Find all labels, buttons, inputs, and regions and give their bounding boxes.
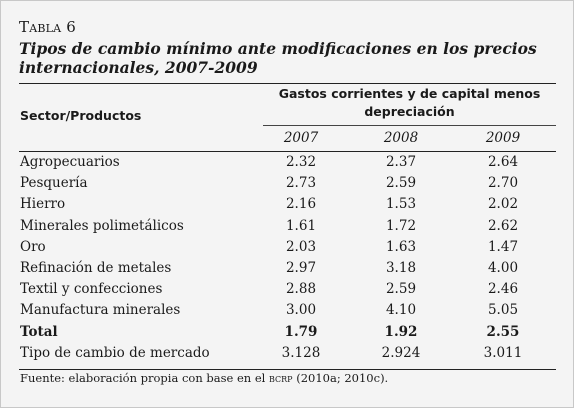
cell-2008: 3.18 bbox=[385, 259, 417, 276]
table-row: Oro 2.03 1.63 1.47 bbox=[1, 237, 574, 258]
cell-2008: 2.59 bbox=[385, 175, 417, 192]
cell-2009: 2.70 bbox=[487, 175, 519, 192]
table-row: Tipo de cambio de mercado 3.128 2.924 3.… bbox=[1, 343, 574, 364]
top-rule bbox=[19, 83, 556, 84]
cell-2009: 5.05 bbox=[487, 302, 519, 319]
source-note: Fuente: elaboración propia con base en e… bbox=[20, 371, 388, 385]
row-label: Textil y confecciones bbox=[20, 281, 163, 298]
row-label: Hierro bbox=[20, 196, 66, 213]
row-label: Agropecuarios bbox=[20, 154, 120, 170]
cell-2007: 3.128 bbox=[281, 344, 321, 361]
cell-2009: 3.011 bbox=[483, 344, 523, 361]
table-row: Manufactura minerales 3.00 4.10 5.05 bbox=[1, 300, 574, 321]
header-bottom-rule bbox=[19, 151, 556, 152]
source-prefix: Fuente: elaboración propia con base en e… bbox=[20, 371, 266, 385]
year-header-2008: 2008 bbox=[383, 130, 419, 146]
table-row: Agropecuarios 2.32 2.37 2.64 bbox=[1, 152, 574, 173]
cell-2008: 2.924 bbox=[381, 344, 421, 361]
table-body: Agropecuarios 2.32 2.37 2.64 Pesquería 2… bbox=[1, 152, 574, 364]
row-label: Total bbox=[20, 323, 58, 340]
cell-2008: 2.59 bbox=[385, 281, 417, 298]
row-label: Refinación de metales bbox=[20, 259, 172, 276]
cell-2008: 4.10 bbox=[385, 302, 417, 319]
source-org: bcrp bbox=[269, 371, 293, 385]
cell-2009: 4.00 bbox=[487, 259, 519, 276]
cell-2007: 2.88 bbox=[285, 281, 317, 298]
table-row: Pesquería 2.73 2.59 2.70 bbox=[1, 173, 574, 194]
cell-2009: 1.47 bbox=[487, 238, 519, 255]
cell-2009: 2.64 bbox=[487, 154, 519, 170]
total-row: Total 1.79 1.92 2.55 bbox=[1, 322, 574, 343]
cell-2007: 1.79 bbox=[284, 323, 318, 340]
cell-2008: 2.37 bbox=[385, 154, 417, 170]
cell-2008: 1.53 bbox=[385, 196, 417, 213]
cell-2007: 2.97 bbox=[285, 259, 317, 276]
cell-2007: 1.61 bbox=[285, 217, 317, 234]
cell-2007: 2.03 bbox=[285, 238, 317, 255]
table-row: Hierro 2.16 1.53 2.02 bbox=[1, 194, 574, 215]
cell-2007: 2.16 bbox=[285, 196, 317, 213]
cell-2009: 2.62 bbox=[487, 217, 519, 234]
table-title: Tipos de cambio mínimo ante modificacion… bbox=[19, 39, 537, 77]
table-number: Tabla 6 bbox=[19, 18, 76, 36]
row-label: Manufactura minerales bbox=[20, 302, 181, 319]
cell-2009: 2.46 bbox=[487, 281, 519, 298]
cell-2007: 2.73 bbox=[285, 175, 317, 192]
sector-column-header: Sector/Productos bbox=[20, 108, 142, 123]
cell-2007: 3.00 bbox=[285, 302, 317, 319]
row-label: Oro bbox=[20, 238, 46, 255]
group-header-rule bbox=[263, 125, 556, 126]
cell-2007: 2.32 bbox=[285, 154, 317, 170]
table-row: Textil y confecciones 2.88 2.59 2.46 bbox=[1, 279, 574, 300]
table-row: Minerales polimetálicos 1.61 1.72 2.62 bbox=[1, 216, 574, 237]
cell-2009: 2.55 bbox=[486, 323, 520, 340]
cell-2008: 1.92 bbox=[384, 323, 418, 340]
source-suffix: (2010a; 2010c). bbox=[296, 371, 389, 385]
row-label: Tipo de cambio de mercado bbox=[20, 344, 210, 361]
cell-2008: 1.63 bbox=[385, 238, 417, 255]
cell-2008: 1.72 bbox=[385, 217, 417, 234]
row-label: Pesquería bbox=[20, 175, 88, 192]
group-column-header: Gastos corrientes y de capital menos dep… bbox=[278, 86, 541, 119]
year-header-2007: 2007 bbox=[283, 130, 319, 146]
row-label: Minerales polimetálicos bbox=[20, 217, 184, 234]
cell-2009: 2.02 bbox=[487, 196, 519, 213]
bottom-rule bbox=[19, 369, 556, 370]
table-row: Refinación de metales 2.97 3.18 4.00 bbox=[1, 258, 574, 279]
year-header-2009: 2009 bbox=[485, 130, 521, 146]
